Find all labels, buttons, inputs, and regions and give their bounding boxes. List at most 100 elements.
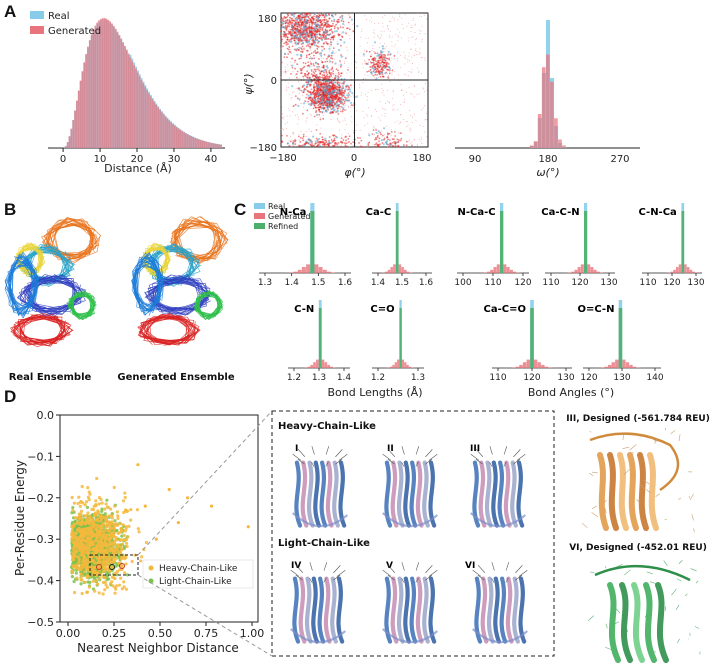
rama-point-generated bbox=[306, 109, 309, 112]
mini-bar-generated bbox=[571, 271, 575, 273]
rama-point-generated bbox=[321, 61, 324, 64]
rama-point-noise bbox=[380, 37, 382, 39]
ensemble-trace bbox=[53, 222, 97, 260]
rama-point-noise bbox=[328, 45, 330, 47]
rama-point-noise bbox=[286, 115, 288, 117]
rama-point-noise bbox=[404, 55, 406, 57]
rama-point-real bbox=[330, 52, 333, 55]
rama-point-generated bbox=[333, 20, 336, 23]
rama-point-generated bbox=[313, 115, 316, 118]
rama-point-generated bbox=[300, 69, 302, 72]
rama-point-generated bbox=[385, 63, 388, 66]
rama-point-real bbox=[307, 103, 311, 106]
rama-point-noise bbox=[285, 128, 287, 130]
rama-point-generated bbox=[323, 25, 325, 27]
rama-point-noise bbox=[383, 108, 385, 110]
rama-point-real bbox=[318, 26, 321, 29]
dist-tick-label: 10 bbox=[94, 154, 107, 165]
rama-point-noise bbox=[374, 22, 376, 24]
rama-point-noise bbox=[381, 35, 383, 37]
rama-point-noise bbox=[399, 67, 401, 69]
rama-point-generated bbox=[324, 28, 327, 31]
rama-point-real bbox=[328, 33, 332, 36]
rama-point-noise bbox=[341, 134, 343, 136]
rama-point-noise bbox=[388, 77, 390, 79]
rama-point-generated bbox=[315, 129, 318, 131]
rama-point-real bbox=[389, 143, 393, 146]
rama-point-real bbox=[325, 64, 328, 68]
rama-point-noise bbox=[378, 47, 380, 49]
rama-point-generated bbox=[319, 98, 322, 101]
panel-letter-b: B bbox=[4, 200, 16, 219]
rama-point-noise bbox=[381, 114, 383, 116]
rama-point-noise bbox=[337, 120, 339, 122]
rama-point-noise bbox=[387, 27, 389, 29]
rama-point-generated bbox=[324, 90, 327, 93]
rama-point-noise bbox=[367, 91, 369, 93]
rama-point-generated bbox=[317, 106, 319, 109]
rama-point-noise bbox=[282, 71, 284, 73]
rama-point-noise bbox=[300, 103, 302, 105]
rama-point-generated bbox=[302, 139, 305, 142]
dist-bar-generated bbox=[125, 49, 128, 149]
dist-bar-generated bbox=[68, 136, 71, 148]
rama-point-generated bbox=[338, 94, 341, 96]
mini-bar-generated bbox=[673, 269, 676, 273]
rama-point-generated bbox=[371, 133, 374, 136]
rama-point-noise bbox=[393, 17, 395, 19]
rama-point-generated bbox=[326, 77, 329, 80]
rama-point-noise bbox=[396, 58, 398, 60]
rama-point-generated bbox=[333, 137, 336, 140]
mini-bar-refined bbox=[584, 211, 588, 273]
rama-point-generated bbox=[319, 132, 322, 135]
rama-point-generated bbox=[373, 56, 376, 59]
rama-point-real bbox=[313, 22, 316, 25]
distance-x-ticks: 0 10 20 30 40 bbox=[60, 148, 217, 165]
rama-point-generated bbox=[309, 14, 312, 17]
rama-point-generated bbox=[302, 66, 305, 69]
rama-point-generated bbox=[378, 140, 380, 143]
mini-bar-generated bbox=[526, 359, 530, 368]
rama-point-noise bbox=[283, 116, 285, 118]
rama-point-real bbox=[316, 15, 319, 18]
rama-point-noise bbox=[384, 15, 386, 17]
rama-point-noise bbox=[395, 33, 397, 35]
rama-point-noise bbox=[317, 116, 319, 118]
rama-point-noise bbox=[280, 48, 282, 50]
rama-point-noise bbox=[379, 42, 381, 44]
rama-point-real bbox=[340, 105, 343, 109]
rama-point-generated bbox=[338, 73, 340, 76]
rama-point-generated bbox=[340, 137, 343, 140]
rama-point-noise bbox=[408, 110, 410, 112]
rama-point-generated bbox=[340, 44, 342, 47]
rama-point-noise bbox=[351, 24, 353, 26]
rama-point-noise bbox=[372, 32, 374, 34]
rama-point-generated bbox=[317, 68, 319, 71]
dist-bar-generated bbox=[197, 139, 200, 148]
rama-point-generated bbox=[313, 77, 316, 80]
dist-bar-generated bbox=[85, 53, 87, 148]
rama-point-noise bbox=[384, 115, 386, 117]
ensemble-trace bbox=[45, 222, 95, 264]
mini-bar-generated bbox=[577, 267, 581, 273]
rama-point-generated bbox=[372, 129, 375, 131]
rama-point-noise bbox=[363, 59, 365, 61]
rama-point-generated bbox=[369, 61, 372, 64]
dist-bar-generated bbox=[83, 62, 86, 148]
rama-point-noise bbox=[331, 77, 333, 79]
dist-bar-generated bbox=[114, 28, 117, 148]
rama-point-noise bbox=[387, 28, 389, 30]
rama-point-noise bbox=[348, 34, 350, 36]
rama-point-generated bbox=[294, 59, 297, 62]
mini-bar-generated bbox=[629, 364, 633, 368]
rama-point-generated bbox=[306, 65, 309, 67]
rama-point-real bbox=[313, 29, 316, 32]
rama-point-generated bbox=[316, 47, 319, 50]
dist-bar-generated bbox=[153, 102, 156, 148]
mini-title: N-Ca bbox=[280, 207, 307, 218]
mini-title: Ca-C-N bbox=[541, 207, 579, 218]
rama-point-generated bbox=[295, 76, 298, 79]
dist-bar-generated bbox=[120, 38, 123, 148]
rama-point-real bbox=[337, 77, 340, 80]
